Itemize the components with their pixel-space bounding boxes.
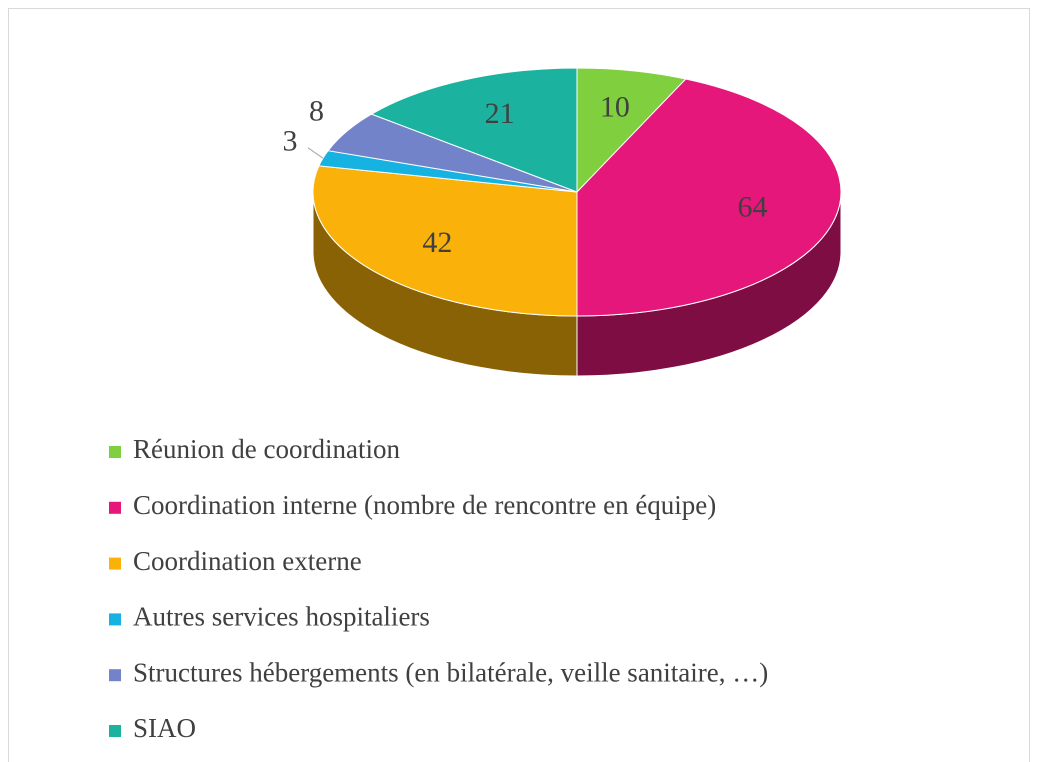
data-label: 8 bbox=[309, 95, 324, 128]
pie-slice bbox=[576, 78, 842, 317]
legend-label: Structures hébergements (en bilatérale, … bbox=[133, 657, 768, 687]
data-label: 10 bbox=[600, 90, 630, 123]
legend-label: Réunion de coordination bbox=[133, 434, 400, 464]
legend-swatch bbox=[109, 725, 121, 737]
legend-swatch bbox=[109, 669, 121, 682]
legend-swatch bbox=[109, 501, 121, 514]
pie-slice bbox=[370, 67, 578, 193]
legend-swatch bbox=[109, 446, 121, 458]
chart-frame bbox=[8, 8, 1030, 762]
data-label: 42 bbox=[422, 226, 452, 259]
legend-swatch bbox=[109, 613, 121, 626]
legend-label: SIAO bbox=[133, 713, 196, 743]
data-label: 3 bbox=[282, 125, 297, 158]
data-label: 64 bbox=[737, 191, 767, 224]
pie-slice bbox=[312, 165, 578, 317]
leader-line bbox=[307, 147, 324, 159]
legend-swatch bbox=[109, 557, 121, 570]
legend-label: Autres services hospitaliers bbox=[133, 602, 430, 632]
pie-slice bbox=[576, 67, 687, 194]
data-label: 21 bbox=[485, 97, 515, 130]
legend-label: Coordination externe bbox=[133, 546, 362, 576]
legend-label: Coordination interne (nombre de rencontr… bbox=[133, 490, 716, 520]
